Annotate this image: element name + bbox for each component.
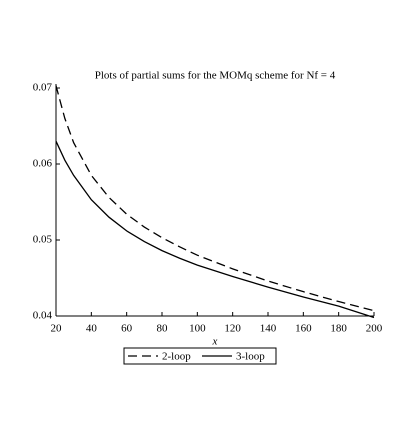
x-tick-label: 100 xyxy=(189,323,206,335)
x-tick-label: 80 xyxy=(157,323,169,335)
legend-label: 3-loop xyxy=(236,351,265,363)
y-tick-label: 0.06 xyxy=(33,158,53,170)
x-tick-label: 40 xyxy=(86,323,98,335)
y-tick-label: 0.07 xyxy=(33,82,53,94)
legend-label: 2-loop xyxy=(162,351,191,363)
chart-title: Plots of partial sums for the MOMq schem… xyxy=(95,70,336,82)
x-tick-label: 120 xyxy=(224,323,241,335)
x-tick-label: 180 xyxy=(330,323,347,335)
x-axis-label: x xyxy=(212,336,218,348)
x-tick-label: 200 xyxy=(366,323,383,335)
y-tick-label: 0.05 xyxy=(33,234,53,246)
series-line xyxy=(55,140,375,319)
x-tick-label: 140 xyxy=(260,323,277,335)
y-tick-label: 0.04 xyxy=(33,310,53,322)
legend-box xyxy=(123,347,277,365)
x-tick-label: 160 xyxy=(295,323,312,335)
x-tick-label: 60 xyxy=(121,323,133,335)
series-line xyxy=(55,85,375,312)
x-tick-label: 20 xyxy=(51,323,63,335)
